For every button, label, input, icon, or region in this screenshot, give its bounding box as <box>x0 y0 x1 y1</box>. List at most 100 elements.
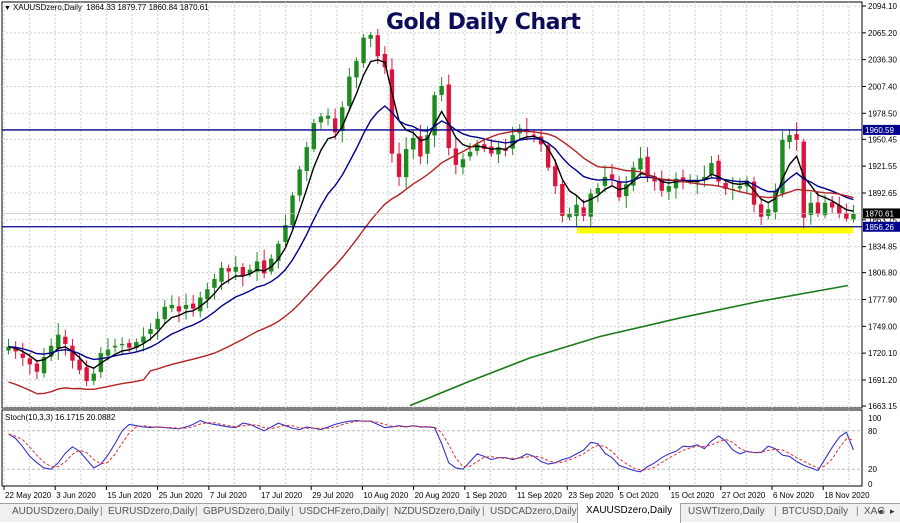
candle <box>261 260 267 274</box>
scroll-tabs-right-icon[interactable]: ▸ <box>890 506 895 516</box>
tab-gbpusdzero-daily[interactable]: GBPUSDzero,Daily <box>203 506 290 517</box>
svg-text:3 Jun 2020: 3 Jun 2020 <box>56 491 96 500</box>
candle <box>652 176 657 182</box>
candle <box>560 183 565 216</box>
candle <box>20 353 25 358</box>
tab-separator: | <box>774 506 777 517</box>
candle <box>822 202 828 216</box>
candle <box>212 278 217 288</box>
candle <box>829 202 835 208</box>
candle <box>176 306 182 312</box>
candle <box>709 162 714 175</box>
candle <box>276 243 281 261</box>
candle <box>489 146 494 154</box>
candle <box>368 34 373 39</box>
tab-separator: | <box>386 506 389 517</box>
candle <box>844 212 849 219</box>
candle <box>396 153 402 177</box>
candle <box>361 37 366 64</box>
tab-separator: | <box>291 506 294 517</box>
svg-text:17 Jul 2020: 17 Jul 2020 <box>261 491 303 500</box>
tab-separator: | <box>482 506 485 517</box>
svg-text:10 Aug 2020: 10 Aug 2020 <box>363 491 408 500</box>
candle <box>439 85 444 95</box>
candle <box>70 345 75 361</box>
tab-eurusdzero-daily[interactable]: EURUSDzero,Daily <box>108 506 195 517</box>
candle <box>780 139 785 194</box>
candle <box>219 267 224 282</box>
candle <box>240 267 246 277</box>
candle <box>695 181 700 183</box>
candle <box>332 118 338 133</box>
svg-text:18 Nov 2020: 18 Nov 2020 <box>824 491 870 500</box>
candle <box>851 214 856 220</box>
tab-usdchfzero-daily[interactable]: USDCHFzero,Daily <box>299 506 386 517</box>
candle <box>77 359 82 370</box>
tab-xauusdzero-daily[interactable]: XAUUSDzero,Daily <box>577 503 682 523</box>
candle <box>474 144 480 151</box>
candle <box>545 145 551 168</box>
symbol-ohlc-header: ▼ XAUUSDzero,Daily 1864.33 1879.77 1860.8… <box>4 3 209 12</box>
candle <box>375 35 380 57</box>
candle <box>808 202 814 215</box>
candle <box>340 107 345 131</box>
candle <box>666 186 672 192</box>
candle <box>63 336 68 344</box>
dropdown-triangle-icon[interactable]: ▼ <box>4 5 11 12</box>
svg-text:22 May 2020: 22 May 2020 <box>5 491 52 500</box>
tab-uswtizero-daily[interactable]: USWTIzero,Daily <box>688 506 765 517</box>
candle <box>254 261 260 272</box>
price-tick: 1892.65 <box>868 189 897 198</box>
svg-text:15 Oct 2020: 15 Oct 2020 <box>671 491 715 500</box>
symbol-label: XAUUSDzero,Daily <box>12 3 82 12</box>
price-tick: 1834.85 <box>868 243 897 252</box>
candles <box>6 28 856 387</box>
svg-text:23 Sep 2020: 23 Sep 2020 <box>568 491 614 500</box>
candle <box>347 76 352 107</box>
candle <box>226 268 231 272</box>
tab-audusdzero-daily[interactable]: AUDUSDzero,Daily <box>12 506 99 517</box>
ma-fast-line <box>8 59 854 369</box>
candle <box>27 358 33 365</box>
candle <box>56 334 61 349</box>
candle <box>751 181 757 205</box>
svg-text:6 Nov 2020: 6 Nov 2020 <box>773 491 814 500</box>
candle <box>311 123 317 150</box>
tab-usdcadzero-daily[interactable]: USDCADzero,Daily <box>490 506 577 517</box>
candle <box>233 266 238 272</box>
candle <box>787 135 792 143</box>
candle <box>567 214 572 218</box>
candle <box>198 297 203 312</box>
candle <box>581 207 586 216</box>
candle <box>127 343 132 348</box>
candle <box>453 148 459 165</box>
candle <box>680 177 686 182</box>
candle <box>801 141 806 218</box>
candle <box>645 156 650 177</box>
candle <box>446 84 451 149</box>
stochastic-label: Stoch(10,3,3) 16.1715 20.0882 <box>5 413 116 422</box>
candle <box>766 209 771 216</box>
scroll-tabs-left-icon[interactable]: ◂ <box>878 506 883 516</box>
candle <box>190 303 196 309</box>
tab-xag[interactable]: XAG <box>864 506 886 517</box>
candle <box>403 149 409 178</box>
candle <box>624 184 629 197</box>
candle <box>815 202 821 215</box>
chart-canvas[interactable]: 2094.10 2065.20 2036.30 2007.40 1978.50 1950.… <box>0 0 900 503</box>
svg-text:1856.26: 1856.26 <box>865 223 894 232</box>
candle <box>631 167 636 186</box>
svg-text:15 Jun 2020: 15 Jun 2020 <box>107 491 152 500</box>
candle <box>659 178 664 191</box>
candle <box>595 188 601 194</box>
price-tick: 1806.80 <box>868 269 897 278</box>
time-axis <box>3 486 824 490</box>
candle <box>283 225 288 242</box>
tab-nzdusdzero-daily[interactable]: NZDUSDzero,Daily <box>394 506 481 517</box>
candle <box>773 190 778 213</box>
svg-text:5 Oct 2020: 5 Oct 2020 <box>619 491 659 500</box>
candle <box>794 134 799 140</box>
candle <box>162 306 167 320</box>
ohlc-values: 1864.33 1879.77 1860.84 1870.61 <box>86 3 209 12</box>
tab-btcusd-daily[interactable]: BTCUSD,Daily <box>782 506 849 517</box>
